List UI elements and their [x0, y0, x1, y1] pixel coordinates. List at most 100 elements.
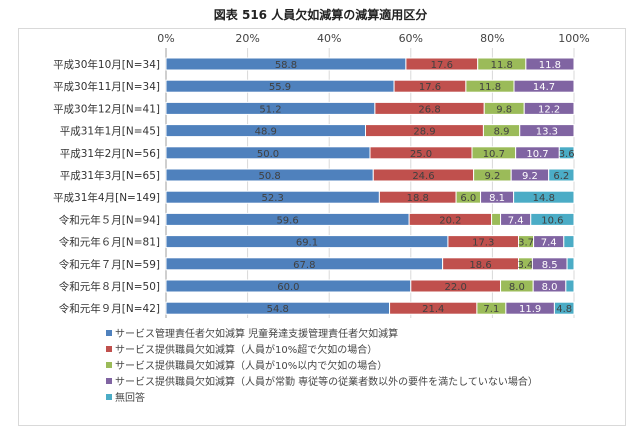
- category-label: 平成30年10月[N=34]: [53, 58, 160, 71]
- data-label: 3.6: [559, 149, 575, 160]
- bar-segment: [519, 124, 575, 138]
- bar-segment: [563, 235, 575, 249]
- bar-segment: [491, 212, 502, 226]
- legend-item: サービス管理責任者欠如減算 児童発達支援管理責任者欠如減算: [106, 327, 538, 343]
- data-label: 58.8: [275, 60, 297, 71]
- data-label: 7.4: [541, 238, 557, 249]
- data-label: 26.8: [418, 104, 440, 115]
- category-label: 平成30年11月[N=34]: [53, 80, 160, 93]
- data-label: 21.4: [422, 304, 444, 315]
- category-label: 平成31年4月[N=149]: [53, 191, 160, 204]
- data-label: 9.8: [496, 104, 512, 115]
- legend-item: サービス提供職員欠如減算（人員が10%超で欠如の場合）: [106, 343, 538, 359]
- chart-frame: [18, 28, 626, 426]
- data-label: 14.7: [533, 82, 555, 93]
- bar-segment: [565, 279, 575, 293]
- data-label: 6.2: [553, 171, 569, 182]
- data-label: 60.0: [277, 282, 299, 293]
- legend: サービス管理責任者欠如減算 児童発達支援管理責任者欠如減算 サービス提供職員欠如減…: [106, 327, 538, 407]
- legend-label: 無回答: [115, 393, 145, 404]
- bar-segment: [513, 190, 575, 204]
- data-label: 22.0: [445, 282, 467, 293]
- legend-swatch: [106, 330, 112, 336]
- data-label: 14.8: [533, 193, 555, 204]
- data-label: 28.9: [413, 127, 435, 138]
- legend-label: サービス提供職員欠如減算（人員が10%以内で欠如の場合）: [115, 361, 388, 372]
- category-label: 平成31年2月[N=56]: [60, 147, 160, 160]
- data-label: 59.6: [276, 215, 298, 226]
- data-label: 48.9: [255, 127, 277, 138]
- data-label: 50.0: [257, 149, 279, 160]
- data-label: 20.2: [439, 215, 461, 226]
- legend-swatch: [106, 346, 112, 352]
- bar-segment: [566, 257, 575, 271]
- chart-title: 図表 516 人員欠如減算の減算適用区分: [213, 8, 428, 22]
- category-label: 令和元年５月[N=94]: [59, 213, 160, 226]
- legend-label: サービス提供職員欠如減算（人員が10%超で欠如の場合）: [115, 345, 378, 356]
- data-label: 10.6: [541, 215, 563, 226]
- data-label: 7.4: [508, 215, 524, 226]
- data-label: 6.0: [460, 193, 476, 204]
- data-label: 11.9: [519, 304, 541, 315]
- category-label: 令和元年７月[N=59]: [59, 258, 160, 271]
- legend-item: サービス提供職員欠如減算（人員が常勤 専従等の従業者数以外の要件を満たしていない…: [106, 375, 538, 391]
- bar-segment: [513, 79, 575, 93]
- data-label: 3.7: [518, 238, 534, 249]
- category-label: 平成30年12月[N=41]: [53, 102, 160, 115]
- x-tick-label: 80%: [480, 32, 504, 45]
- data-label: 11.8: [491, 60, 513, 71]
- data-label: 51.2: [259, 104, 281, 115]
- data-label: 10.7: [483, 149, 505, 160]
- data-label: 13.3: [536, 127, 558, 138]
- category-label: 令和元年６月[N=81]: [59, 236, 160, 249]
- data-label: 25.0: [410, 149, 432, 160]
- data-label: 8.0: [542, 282, 558, 293]
- bar-segment: [558, 146, 575, 160]
- legend-swatch: [106, 362, 112, 368]
- data-label: 17.6: [431, 60, 453, 71]
- data-label: 7.1: [483, 304, 499, 315]
- bar-segment: [553, 301, 575, 315]
- data-label: 55.9: [269, 82, 291, 93]
- data-label: 9.2: [522, 171, 538, 182]
- data-label: 11.8: [479, 82, 501, 93]
- legend-item: サービス提供職員欠如減算（人員が10%以内で欠如の場合）: [106, 359, 538, 375]
- data-label: 18.8: [407, 193, 429, 204]
- data-label: 18.6: [469, 260, 491, 271]
- x-tick-label: 0%: [157, 32, 174, 45]
- data-label: 69.1: [296, 238, 318, 249]
- legend-swatch: [106, 394, 112, 400]
- category-label: 平成31年1月[N=45]: [60, 125, 160, 138]
- data-label: 8.5: [542, 260, 558, 271]
- legend-label: サービス提供職員欠如減算（人員が常勤 専従等の従業者数以外の要件を満たしていない…: [115, 377, 538, 388]
- data-label: 24.6: [412, 171, 434, 182]
- bar-segment: [530, 212, 575, 226]
- x-tick-label: 100%: [558, 32, 589, 45]
- legend-swatch: [106, 378, 112, 384]
- bar-segment: [525, 57, 575, 71]
- data-label: 8.1: [489, 193, 505, 204]
- data-label: 11.8: [539, 60, 561, 71]
- data-label: 12.2: [538, 104, 560, 115]
- x-tick-label: 20%: [235, 32, 259, 45]
- data-label: 8.0: [509, 282, 525, 293]
- data-label: 52.3: [262, 193, 284, 204]
- data-label: 3.4: [517, 260, 533, 271]
- category-label: 平成31年3月[N=65]: [60, 169, 160, 182]
- x-tick-label: 40%: [317, 32, 341, 45]
- legend-item: 無回答: [106, 391, 538, 407]
- data-label: 67.8: [293, 260, 315, 271]
- data-label: 50.8: [258, 171, 280, 182]
- category-label: 令和元年８月[N=50]: [59, 280, 160, 293]
- data-label: 17.3: [472, 238, 494, 249]
- x-tick-label: 60%: [399, 32, 423, 45]
- bar-segment: [523, 101, 575, 115]
- data-label: 4.8: [556, 304, 572, 315]
- bar-segment: [548, 168, 575, 182]
- data-label: 9.2: [484, 171, 500, 182]
- data-label: 10.7: [526, 149, 548, 160]
- data-label: 8.9: [494, 127, 510, 138]
- data-label: 17.6: [419, 82, 441, 93]
- legend-label: サービス管理責任者欠如減算 児童発達支援管理責任者欠如減算: [115, 329, 399, 340]
